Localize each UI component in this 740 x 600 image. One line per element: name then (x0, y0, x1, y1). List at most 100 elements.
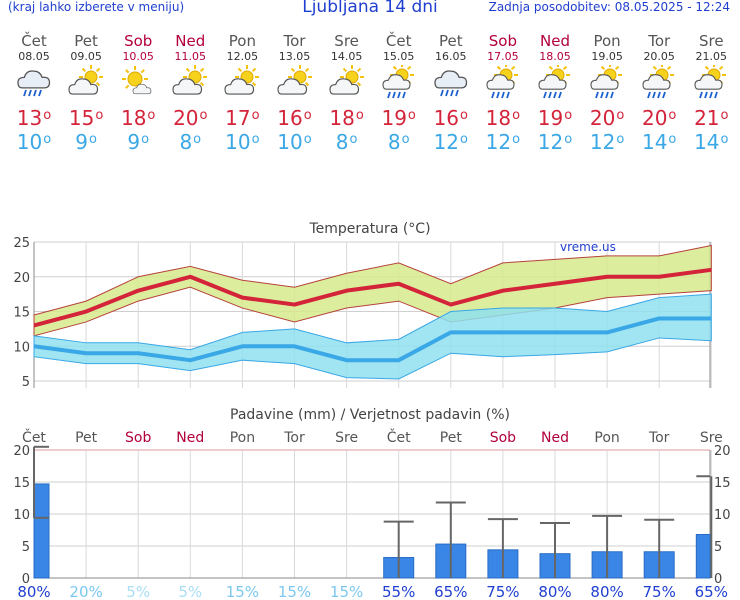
x-tick-label: Tor (283, 430, 305, 446)
day-column: Tor 13.05 16o 10o (269, 33, 321, 154)
day-column: Ned 11.05 20o 8o (164, 33, 216, 154)
day-date: 14.05 (330, 50, 363, 63)
precip-probability: 55% (382, 583, 415, 600)
day-date: 18.05 (539, 50, 571, 63)
min-temp: 12o (589, 130, 625, 154)
sun-small-cloud-icon (112, 63, 164, 103)
chart-title: Padavine (mm) / Verjetnost padavin (%) (230, 407, 510, 423)
sun-rain-icon (685, 63, 737, 103)
precip-probability: 15% (278, 583, 311, 600)
x-tick-label: Ned (176, 430, 204, 446)
location-hint[interactable]: (kraj lahko izberete v meniju) (8, 0, 185, 14)
day-name: Pon (593, 32, 621, 50)
y-tick-label: 20 (13, 271, 30, 286)
day-date: 10.05 (122, 50, 154, 63)
precip-probability: 5% (126, 583, 150, 600)
min-temp: 8o (179, 130, 202, 154)
day-column: Sob 10.05 18o 9o (112, 32, 164, 155)
precip-probability: 65% (434, 583, 467, 600)
max-temp: 18o (120, 106, 156, 130)
day-name: Sre (334, 32, 359, 50)
day-date: 11.05 (174, 50, 207, 63)
min-temp: 14o (641, 130, 677, 154)
max-temp: 20o (641, 106, 677, 130)
precip-probability: 75% (643, 583, 676, 600)
day-column: Ned 18.05 19o 12o (529, 32, 581, 155)
day-column: Sre 14.05 18o 8o (321, 33, 373, 154)
min-temp: 10o (225, 130, 260, 154)
x-tick-label: Sob (490, 430, 516, 446)
day-column: Pet 09.05 15o 9o (60, 33, 112, 154)
sun-cloud-icon (321, 63, 373, 103)
x-tick-label: Ned (541, 430, 569, 446)
max-temp: 19o (537, 106, 573, 130)
day-name: Čet (21, 32, 47, 50)
y-tick-label-right: 0 (714, 572, 722, 587)
last-update: Zadnja posodobitev: 08.05.2025 - 12:24 (488, 0, 730, 14)
max-temp: 21o (694, 106, 729, 130)
x-tick-label: Pet (75, 430, 98, 446)
sun-rain-icon (373, 63, 425, 103)
day-name: Sob (124, 32, 153, 50)
min-temp-line (33, 316, 712, 363)
day-date: 19.05 (591, 50, 623, 63)
precip-probability: 5% (178, 583, 202, 600)
day-date: 13.05 (278, 50, 311, 63)
precip-probability: 80% (538, 583, 571, 600)
day-date: 21.05 (695, 50, 728, 63)
y-tick-label: 0 (22, 572, 30, 587)
day-date: 17.05 (487, 50, 519, 63)
x-tick-label: Pon (594, 430, 619, 446)
max-temp: 18o (485, 106, 521, 130)
precip-probability: 80% (17, 583, 50, 600)
day-column: Pon 19.05 20o 12o (581, 32, 633, 155)
precip-bar (695, 533, 711, 579)
temperature-chart: Temperatura (°C) 5 10 15 20 25 vreme.us (13, 221, 712, 390)
sun-cloud-icon (216, 63, 268, 103)
min-temp: 12o (537, 130, 573, 154)
rain-cloud-icon (425, 63, 477, 103)
day-name: Pet (74, 32, 98, 50)
x-tick-label: Tor (648, 430, 670, 446)
precipitation-chart: Padavine (mm) / Verjetnost padavin (%) Če… (13, 407, 731, 600)
precip-probability: 20% (69, 583, 102, 600)
day-date: 15.05 (382, 50, 415, 63)
x-tick-label: Čet (22, 428, 46, 446)
precip-bar (33, 483, 50, 579)
y-tick-label-right: 5 (714, 540, 722, 555)
day-column: Sob 17.05 18o 12o (477, 32, 529, 155)
y-tick-label: 5 (22, 540, 30, 555)
sun-rain-icon (529, 63, 581, 103)
x-tick-label: Sre (335, 430, 358, 446)
y-tick-label-right: 15 (714, 476, 731, 491)
rain-cloud-icon (8, 63, 60, 103)
chart-title: Temperatura (°C) (308, 221, 430, 237)
watermark: vreme.us (560, 240, 616, 254)
precip-probability: 80% (590, 583, 623, 600)
max-temp: 15o (68, 106, 104, 130)
min-temp-band (33, 293, 712, 380)
y-tick-label: 15 (13, 476, 30, 491)
max-temp-band (33, 244, 712, 337)
day-name: Sob (488, 32, 517, 50)
precip-probability: 15% (226, 583, 259, 600)
max-temp: 18o (329, 106, 364, 130)
page-title: Ljubljana 14 dni (302, 0, 438, 17)
max-temp-line (33, 267, 712, 328)
sun-rain-icon (477, 63, 529, 103)
max-temp: 16o (433, 106, 468, 130)
day-name: Čet (385, 32, 412, 50)
min-temp: 8o (387, 130, 410, 154)
x-tick-label: Čet (387, 428, 411, 446)
sun-rain-icon (633, 63, 685, 103)
day-date: 08.05 (18, 50, 50, 63)
x-tick-label: Sob (125, 430, 151, 446)
precip-probability: 75% (486, 583, 519, 600)
day-name: Ned (540, 32, 570, 50)
sun-cloud-icon (60, 63, 112, 103)
y-tick-label: 20 (13, 444, 30, 459)
y-tick-label: 10 (13, 508, 30, 523)
min-temp: 10o (277, 130, 312, 154)
sun-cloud-icon (269, 63, 321, 103)
y-tick-label: 5 (22, 375, 30, 390)
